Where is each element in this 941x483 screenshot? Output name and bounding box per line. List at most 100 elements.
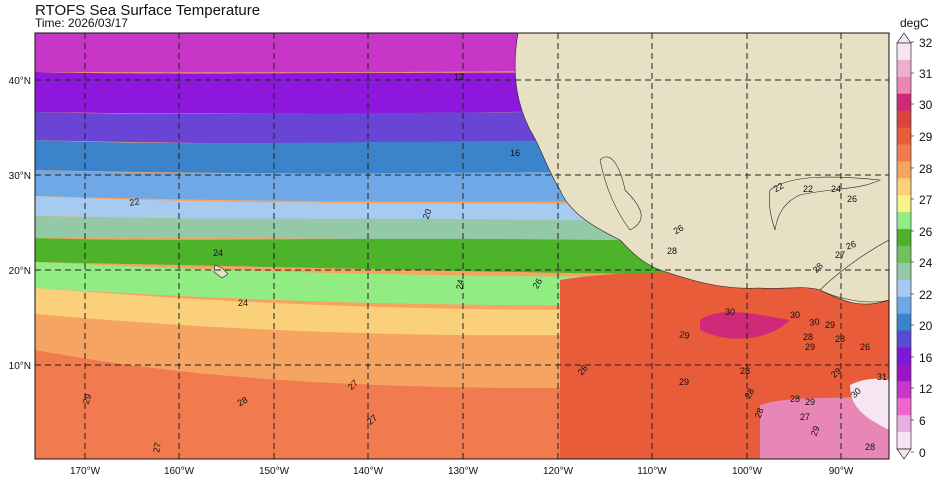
contour-label: 12: [454, 72, 464, 82]
contour-label: 28: [790, 394, 800, 404]
graticule: [35, 33, 889, 459]
colorbar-swatch: [897, 76, 911, 95]
sst-band-magenta-hotspot: [700, 312, 790, 339]
contour-label: 22: [129, 196, 141, 208]
contour-label: 28: [803, 332, 813, 342]
hawaii-island: [213, 264, 229, 279]
contour-label: 26: [860, 342, 870, 352]
colorbar-swatch: [897, 110, 911, 129]
longitude-label: 130°W: [448, 466, 479, 477]
colorbar-frame: [896, 42, 912, 450]
colorbar-label: 31: [919, 67, 933, 81]
colorbar-swatch: [897, 178, 911, 196]
contour-label: 29: [825, 320, 835, 330]
latitude-label: 40°N: [9, 76, 31, 87]
contour-label: 22: [772, 181, 786, 195]
contour-label: 28: [667, 246, 677, 256]
colorbar-swatch: [897, 127, 911, 145]
colorbar-top-arrow: [896, 32, 912, 44]
latitude-label: 30°N: [9, 171, 31, 182]
colorbar-swatch: [897, 313, 911, 332]
colorbar-swatch: [897, 415, 911, 433]
contour-label: 20: [421, 208, 434, 221]
colorbar-label: 24: [919, 256, 933, 270]
contour-label: 29: [805, 342, 815, 352]
contour-label: 24: [213, 248, 223, 258]
colorbar-swatch: [897, 364, 911, 382]
contour-label: 26: [672, 223, 686, 237]
longitude-label: 100°W: [732, 466, 763, 477]
gulf-coast: [768, 176, 882, 231]
colorbar-label: 28: [919, 162, 933, 176]
colorbar-swatch: [897, 212, 911, 230]
colorbar-swatch: [897, 246, 911, 264]
contour-label: 29: [829, 366, 843, 380]
contour-label: 26: [845, 239, 858, 252]
colorbar-label: 26: [919, 225, 933, 239]
contour-label: 28: [743, 387, 757, 401]
colorbar-swatch: [897, 279, 911, 298]
contour-label: 29: [81, 393, 94, 406]
contour-label: 31: [877, 372, 887, 382]
map-time: Time: 2026/03/17: [35, 16, 128, 30]
colorbar-swatch: [897, 262, 911, 281]
colorbar-label: 22: [919, 288, 933, 302]
sst-band-pink: [760, 395, 889, 459]
colorbar-swatch: [897, 161, 911, 179]
map-frame: [34, 32, 890, 460]
contour-label: 27: [800, 412, 810, 422]
contour-label: 30: [790, 310, 800, 320]
contour-label: 22: [803, 184, 813, 194]
colorbar-swatch: [897, 195, 911, 213]
contour-label: 29: [679, 377, 689, 387]
longitude-label: 120°W: [543, 466, 574, 477]
longitude-label: 160°W: [164, 466, 195, 477]
contour-label: 16: [510, 148, 520, 158]
contour-label: 24: [238, 298, 248, 308]
longitude-label: 170°W: [70, 466, 101, 477]
colorbar-swatch: [897, 432, 911, 450]
contour-label: 30: [809, 316, 821, 328]
longitude-label: 150°W: [259, 466, 290, 477]
colorbar-label: 30: [919, 98, 933, 112]
contour-label: 27: [365, 413, 379, 427]
latitude-label: 20°N: [9, 266, 31, 277]
contour-label: 28: [576, 363, 590, 377]
colorbar-label: 16: [919, 351, 933, 365]
latitude-labels: 40°N 30°N 20°N 10°N: [9, 76, 31, 372]
colorbar-swatch: [897, 43, 911, 61]
contour-label: 24: [454, 279, 466, 291]
colorbar-swatch: [897, 59, 911, 78]
colorbar-swatch: [897, 398, 911, 416]
contour-label: 29: [805, 397, 815, 407]
colorbar-bottom-arrow: [896, 448, 912, 460]
longitude-label: 110°W: [637, 466, 667, 477]
contour-label: 28: [740, 366, 750, 376]
contour-label: 29: [809, 425, 822, 438]
colorbar-unit-label: degC: [900, 16, 929, 30]
colorbar-swatch: [897, 296, 911, 315]
colorbar-label: 29: [919, 130, 933, 144]
colorbar-label: 6: [919, 414, 926, 428]
contour-label: 28: [753, 407, 766, 420]
contour-label: 29: [679, 329, 691, 341]
map-title: RTOFS Sea Surface Temperature: [35, 2, 261, 19]
colorbar-swatch: [897, 144, 911, 162]
colorbar-label: 0: [919, 446, 926, 460]
colorbar-label: 27: [919, 193, 933, 207]
colorbar-swatch: [897, 381, 911, 399]
colorbar-label: 12: [919, 382, 933, 396]
contour-label: 27: [835, 250, 845, 260]
colorbar-swatch: [897, 330, 911, 348]
colorbar-label: 20: [919, 319, 933, 333]
contour-label: 30: [725, 307, 735, 317]
contour-label: 26: [847, 194, 857, 204]
sst-band-palepink: [850, 378, 889, 430]
latitude-label: 10°N: [9, 361, 31, 372]
colorbar-swatch: [897, 347, 911, 365]
longitude-label: 90°W: [829, 466, 854, 477]
